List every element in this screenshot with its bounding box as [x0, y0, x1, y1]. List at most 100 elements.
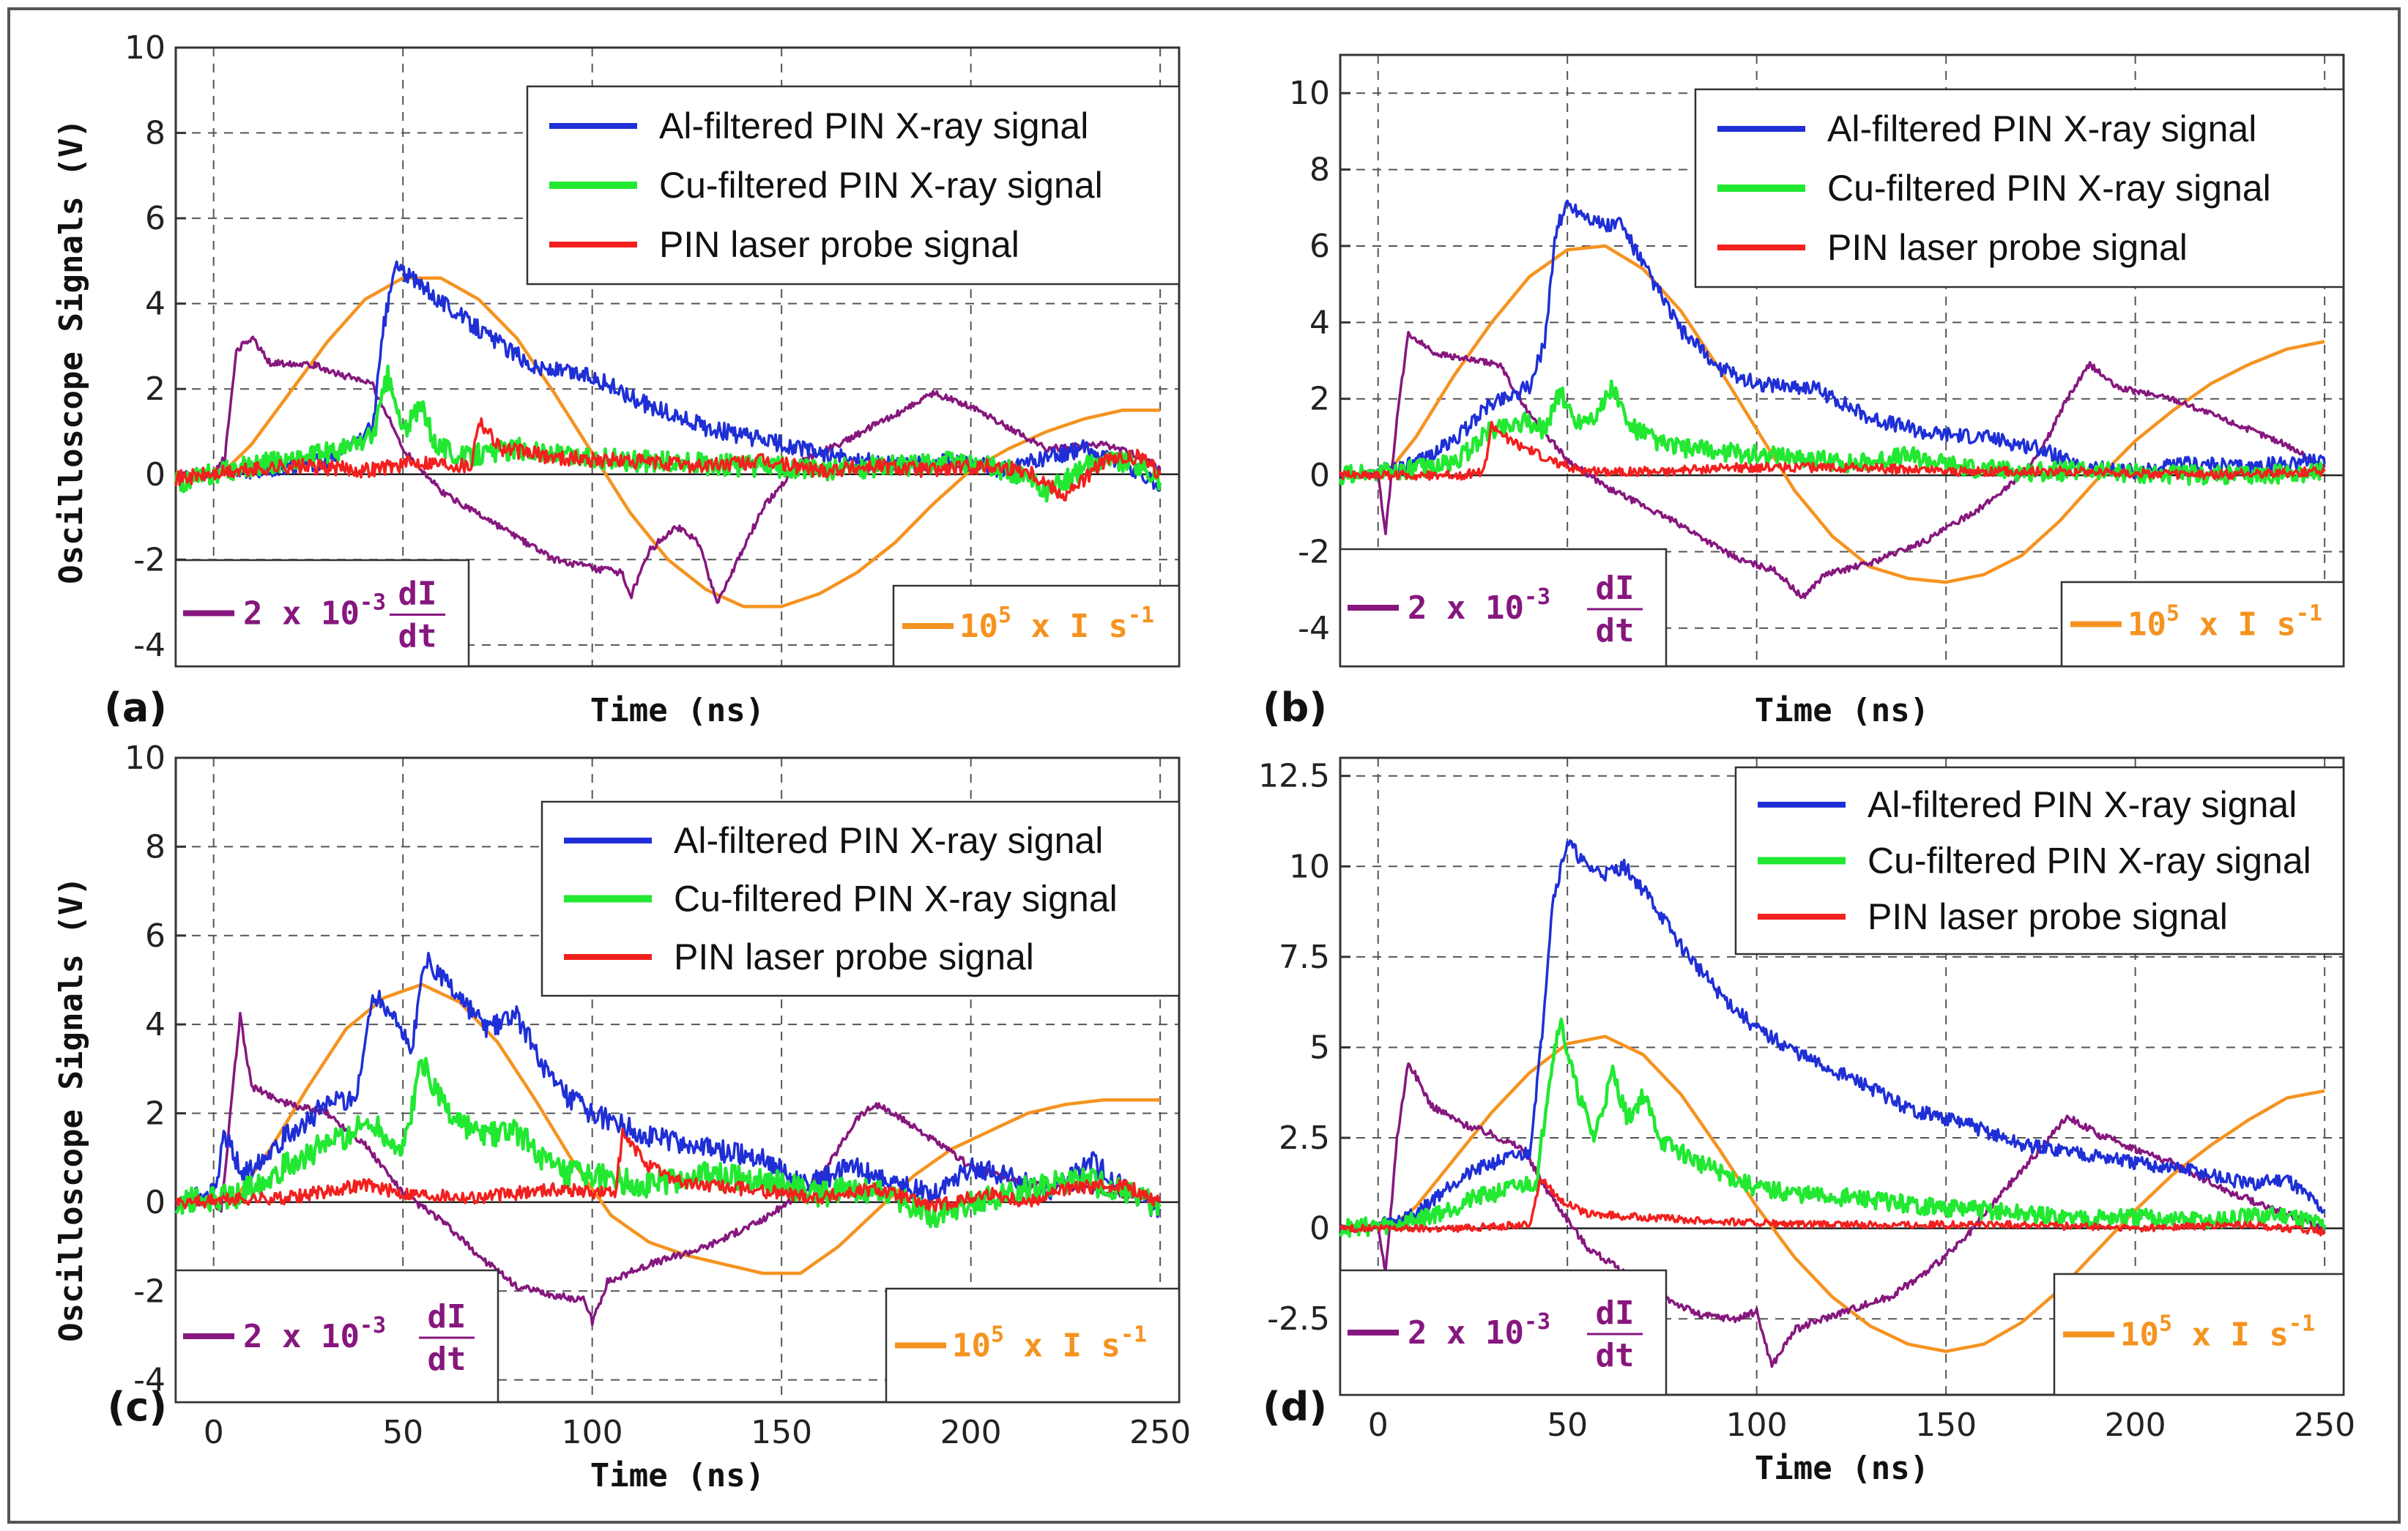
x-tick-label: 100 [1726, 1407, 1788, 1444]
didt-exponent: -3 [1524, 584, 1550, 610]
didt-denominator: dt [1596, 1337, 1635, 1374]
didt-exponent: -3 [1524, 1309, 1550, 1335]
current-text: 105 x I s-1 [959, 603, 1154, 645]
panel-label: (b) [1263, 685, 1327, 731]
legend: Al-filtered PIN X-ray signal Cu-filtered … [540, 800, 1181, 997]
legend-label-cu: Cu-filtered PIN X-ray signal [1827, 168, 2271, 209]
x-tick-label: 250 [2294, 1407, 2355, 1444]
current-label: 105 x I s-1 [2053, 1273, 2345, 1396]
panel-a: -4 -2 0 2 4 6 8 10 Time (ns) (a) Al-filtered PIN X… [104, 29, 1181, 731]
didt-exponent: -3 [360, 1313, 386, 1338]
y-tick-label: 5 [1309, 1029, 1330, 1066]
current-text: 105 x I s-1 [952, 1322, 1147, 1365]
y-tick-label: 0 [145, 1184, 166, 1221]
series-laser-line [175, 1128, 1162, 1212]
y-tick-label: 4 [145, 1006, 166, 1043]
y-tick-label: 2.5 [1279, 1120, 1330, 1157]
didt-denominator: dt [428, 1341, 467, 1378]
y-tick-label: 0 [1309, 457, 1330, 494]
current-label: 105 x I s-1 [885, 1287, 1181, 1404]
didt-numerator: dI [1596, 570, 1635, 607]
didt-exponent: -3 [360, 590, 386, 616]
y-tick-label: -4 [133, 627, 166, 664]
series-laser-line [1339, 420, 2326, 481]
series-current-line [1388, 1035, 2325, 1353]
legend-label-al: Al-filtered PIN X-ray signal [1827, 108, 2256, 149]
series-laser-line [1339, 1178, 2326, 1237]
panel-label: (c) [108, 1384, 167, 1430]
series-al-line [1339, 199, 2326, 484]
plot-frame [174, 46, 1181, 668]
y-tick-label: 8 [1309, 152, 1330, 189]
panel-b: -4 -2 0 2 4 6 8 10 Time (ns) (b) Al-filtered PIN X… [1263, 53, 2345, 731]
y-tick-label: -2 [133, 541, 166, 578]
y-tick-label: -2 [1298, 533, 1330, 570]
y-tick-label: 10 [1289, 848, 1330, 885]
legend-label-cu: Cu-filtered PIN X-ray signal [674, 879, 1118, 920]
legend-label-cu: Cu-filtered PIN X-ray signal [1868, 841, 2311, 882]
didt-prefix: 2 x 10-3 [243, 1313, 386, 1355]
current-label: 105 x I s-1 [2060, 581, 2345, 668]
x-axis-title: Time (ns) [590, 1457, 765, 1494]
y-tick-label: 2 [145, 370, 166, 408]
x-tick-label: 0 [1368, 1407, 1389, 1444]
x-tick-label: 200 [2105, 1407, 2166, 1444]
plot-frame [1339, 756, 2345, 1396]
legend: Al-filtered PIN X-ray signal Cu-filtered … [1734, 766, 2345, 956]
y-tick-label: 6 [145, 200, 166, 237]
panel-label: (a) [104, 685, 167, 731]
x-tick-label: 50 [1547, 1407, 1588, 1444]
series-didt-line [1339, 1062, 2326, 1368]
series-current-line [220, 276, 1161, 608]
legend-label-al: Al-filtered PIN X-ray signal [1868, 784, 2297, 825]
current-label: 105 x I s-1 [892, 584, 1181, 668]
y-tick-label: 2 [145, 1095, 166, 1133]
y-tick-label: 4 [1309, 304, 1330, 341]
legend-label-al: Al-filtered PIN X-ray signal [674, 820, 1103, 861]
series-didt-line [174, 335, 1162, 604]
x-tick-label: 150 [751, 1414, 812, 1451]
series-didt-line [1339, 330, 2326, 600]
series-cu-line [174, 1057, 1162, 1229]
y-tick-label: 10 [1289, 75, 1330, 112]
series-al-line [174, 951, 1162, 1218]
legend-label-al: Al-filtered PIN X-ray signal [659, 105, 1088, 146]
series-al-line [1339, 839, 2326, 1236]
y-tick-label: 10 [125, 29, 166, 67]
legend: Al-filtered PIN X-ray signal Cu-filtered … [526, 85, 1181, 286]
legend: Al-filtered PIN X-ray signal Cu-filtered … [1694, 88, 2345, 288]
current-text: 105 x I s-1 [2120, 1311, 2315, 1354]
x-axis-title: Time (ns) [590, 692, 765, 729]
y-axis-title: Oscilloscope Signals (V) [53, 119, 90, 584]
y-tick-label: 8 [145, 115, 166, 152]
y-tick-label: -4 [1298, 610, 1330, 647]
x-tick-label: 250 [1129, 1414, 1191, 1451]
y-tick-label: -2 [133, 1273, 166, 1310]
y-tick-label: 4 [145, 286, 166, 323]
didt-numerator: dI [398, 575, 437, 613]
legend-label-cu: Cu-filtered PIN X-ray signal [659, 165, 1103, 206]
legend-label-laser: PIN laser probe signal [1827, 227, 2188, 268]
y-tick-label: 10 [125, 740, 166, 777]
panel-label: (d) [1263, 1384, 1327, 1430]
x-tick-label: 0 [204, 1414, 224, 1451]
legend-label-laser: PIN laser probe signal [1868, 896, 2228, 937]
didt-denominator: dt [1596, 612, 1635, 649]
legend-label-laser: PIN laser probe signal [659, 224, 1019, 265]
y-tick-label: 0 [145, 456, 166, 493]
didt-numerator: dI [428, 1298, 467, 1336]
didt-denominator: dt [398, 618, 437, 655]
series-cu-line [1338, 1017, 2327, 1238]
plot-frame [1339, 53, 2345, 668]
y-tick-label: -4 [133, 1362, 166, 1399]
series-current-line [1384, 244, 2325, 584]
plot-frame [174, 756, 1181, 1404]
didt-label: 2 x 10-3 dI dt [174, 1269, 499, 1404]
y-tick-label: 6 [145, 917, 166, 955]
y-tick-label: 0 [1309, 1210, 1330, 1248]
legend-label-laser: PIN laser probe signal [674, 936, 1034, 977]
